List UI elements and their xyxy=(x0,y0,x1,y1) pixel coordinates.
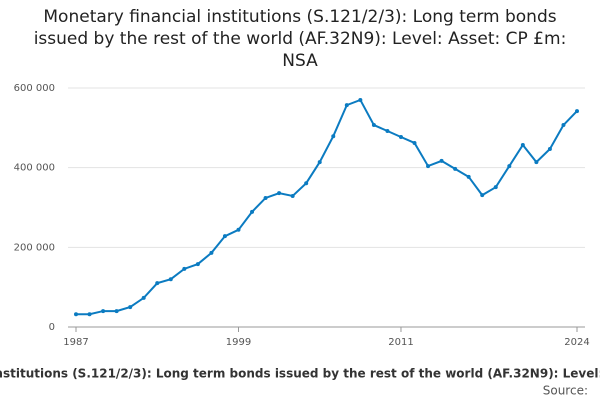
point xyxy=(398,134,403,139)
point xyxy=(290,193,295,198)
x-tick-label: 1987 xyxy=(63,337,88,348)
chart-title: Monetary financial institutions (S.121/2… xyxy=(33,7,567,71)
point xyxy=(304,181,309,186)
point xyxy=(453,166,458,171)
point xyxy=(141,295,146,300)
x-tick-label: 1999 xyxy=(226,337,251,348)
point xyxy=(263,195,268,200)
point xyxy=(209,250,214,255)
point xyxy=(466,174,471,179)
point xyxy=(155,281,160,286)
point xyxy=(547,146,552,151)
point xyxy=(236,227,241,232)
point xyxy=(412,140,417,145)
source: Source: xyxy=(543,384,588,398)
y-tick-label: 400 000 xyxy=(14,163,55,174)
point xyxy=(182,266,187,271)
point xyxy=(331,134,336,139)
point xyxy=(493,185,498,190)
point xyxy=(222,234,227,239)
point xyxy=(480,193,485,198)
point xyxy=(317,160,322,165)
point xyxy=(74,312,78,317)
point xyxy=(439,158,444,163)
point xyxy=(358,97,363,102)
x-tick-label: 2011 xyxy=(388,337,413,348)
point xyxy=(371,123,376,128)
footer-title: Monetary financial institutions (S.121/2… xyxy=(0,367,600,381)
point xyxy=(277,191,282,196)
point xyxy=(101,309,106,314)
y-tick-label: 0 xyxy=(49,322,55,333)
line xyxy=(76,98,578,316)
point xyxy=(344,103,349,108)
y-tick-label: 200 000 xyxy=(14,242,55,253)
point xyxy=(250,209,255,214)
point xyxy=(128,305,133,310)
point xyxy=(520,142,525,147)
point xyxy=(168,277,173,282)
point xyxy=(385,129,390,134)
point xyxy=(534,160,539,165)
point xyxy=(195,262,200,267)
x-tick-label: 2024 xyxy=(564,337,589,348)
point xyxy=(575,109,579,114)
point xyxy=(426,164,431,169)
y-tick-label: 600 000 xyxy=(14,83,55,94)
point xyxy=(507,164,512,169)
point xyxy=(114,309,119,314)
point xyxy=(87,312,92,317)
point xyxy=(561,123,566,128)
